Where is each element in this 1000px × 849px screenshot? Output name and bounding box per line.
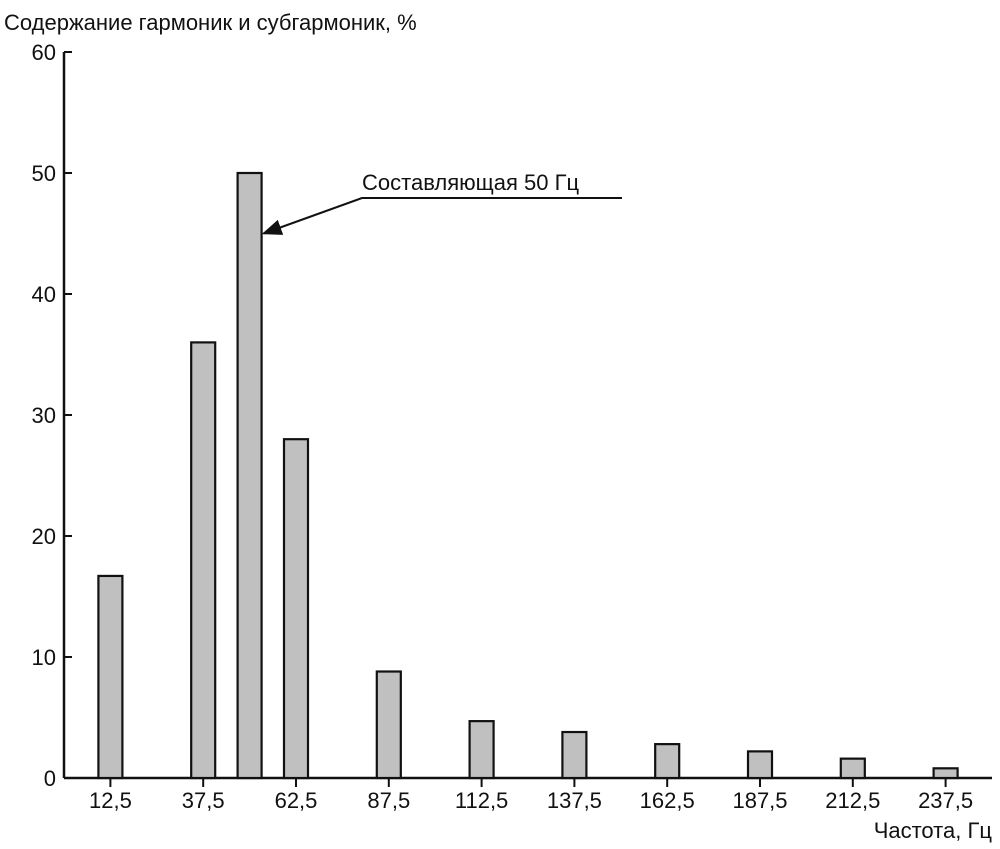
- x-tick-label: 87,5: [367, 788, 410, 813]
- y-tick-label: 30: [32, 403, 56, 428]
- bar: [375, 670, 402, 780]
- y-tick-label: 50: [32, 161, 56, 186]
- annotation-label: Составляющая 50 Гц: [362, 170, 579, 195]
- y-tick-label: 40: [32, 282, 56, 307]
- bar: [236, 171, 263, 780]
- bar: [468, 720, 495, 780]
- bar: [97, 574, 124, 780]
- y-tick-label: 60: [32, 40, 56, 65]
- y-tick-label: 20: [32, 524, 56, 549]
- y-axis-title: Содержание гармоник и субгармоник, %: [4, 10, 417, 35]
- x-tick-label: 187,5: [732, 788, 787, 813]
- x-tick-label: 137,5: [547, 788, 602, 813]
- y-tick-label: 10: [32, 645, 56, 670]
- bar: [932, 767, 959, 780]
- bar: [190, 341, 217, 780]
- bar: [561, 730, 588, 780]
- annotation-arrow: [261, 197, 622, 235]
- bar: [654, 743, 681, 780]
- bar: [746, 750, 774, 780]
- x-tick-label: 162,5: [640, 788, 695, 813]
- x-tick-label: 212,5: [825, 788, 880, 813]
- x-axis-title: Частота, Гц: [874, 818, 993, 843]
- annotations: Составляющая 50 Гц: [261, 170, 622, 235]
- bars: [97, 171, 959, 780]
- x-ticks: 12,5 37,5 62,5 87,5 112,5 137,5 162,5 187,5 212,…: [89, 778, 973, 813]
- x-tick-label: 112,5: [455, 788, 508, 813]
- x-tick-label: 12,5: [89, 788, 132, 813]
- y-tick-label: 0: [44, 766, 56, 791]
- x-tick-label: 237,5: [918, 788, 973, 813]
- bar: [282, 438, 310, 780]
- x-tick-label: 62,5: [275, 788, 318, 813]
- x-tick-label: 37,5: [182, 788, 225, 813]
- y-ticks: 0 10 20 30 40 50 60: [32, 40, 72, 791]
- bar: [839, 757, 866, 780]
